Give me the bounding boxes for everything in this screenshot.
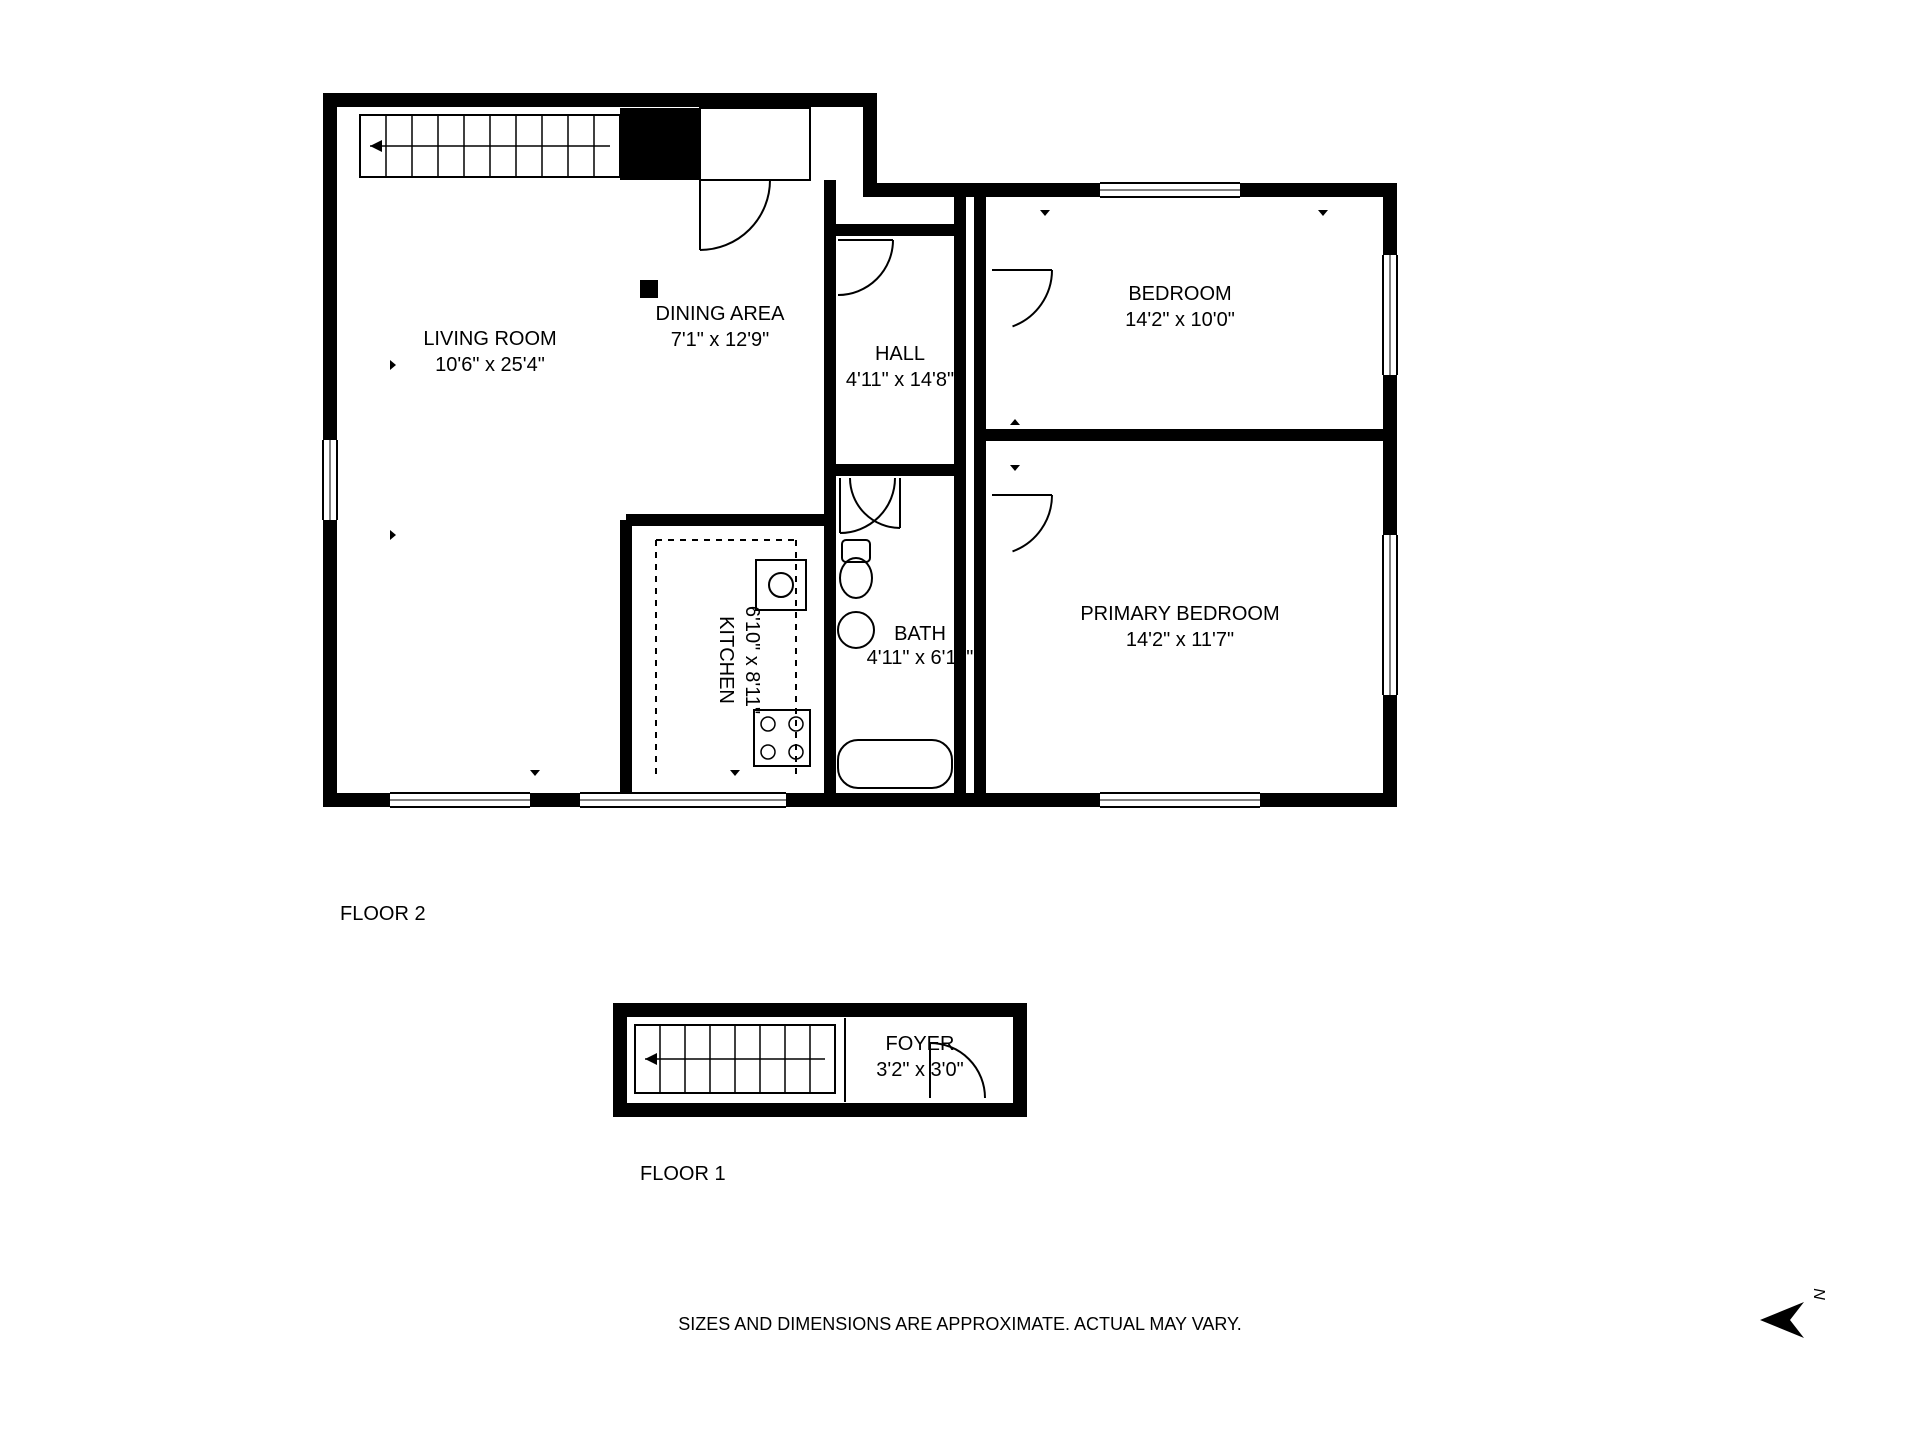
svg-text:DINING AREA: DINING AREA [656,303,786,325]
svg-text:10'6" x 25'4": 10'6" x 25'4" [435,354,545,376]
svg-text:7'1" x 12'9": 7'1" x 12'9" [671,329,770,351]
svg-text:FLOOR 2: FLOOR 2 [340,903,426,925]
north-arrow: N [1760,1288,1827,1338]
svg-text:N: N [1810,1288,1827,1300]
bathtub [838,740,952,788]
svg-text:KITCHEN: KITCHEN [715,616,737,704]
svg-text:6'10" x 8'11": 6'10" x 8'11" [741,606,763,714]
svg-text:BATH: BATH [894,623,946,645]
svg-text:BEDROOM: BEDROOM [1128,283,1231,305]
structural-block [620,108,700,180]
svg-text:14'2" x 11'7": 14'2" x 11'7" [1126,629,1234,651]
svg-text:HALL: HALL [875,343,925,365]
floor-2 [330,100,1390,800]
svg-text:LIVING ROOM: LIVING ROOM [423,328,556,350]
floor-plan-diagram: LIVING ROOM 10'6" x 25'4" DINING AREA 7'1" … [0,0,1920,1440]
svg-text:PRIMARY BEDROOM: PRIMARY BEDROOM [1080,603,1279,625]
svg-text:SIZES AND DIMENSIONS ARE APPRO: SIZES AND DIMENSIONS ARE APPROXIMATE. AC… [678,1314,1242,1334]
svg-text:4'11" x 6'11": 4'11" x 6'11" [867,647,974,669]
svg-text:FLOOR 1: FLOOR 1 [640,1163,726,1185]
svg-text:4'11" x 14'8": 4'11" x 14'8" [846,369,954,391]
bath-sink [838,612,874,648]
svg-text:3'2" x 3'0": 3'2" x 3'0" [876,1059,963,1081]
svg-text:FOYER: FOYER [886,1033,955,1055]
toilet [840,558,872,598]
exterior-wall [330,100,1390,800]
svg-text:14'2" x 10'0": 14'2" x 10'0" [1125,309,1235,331]
